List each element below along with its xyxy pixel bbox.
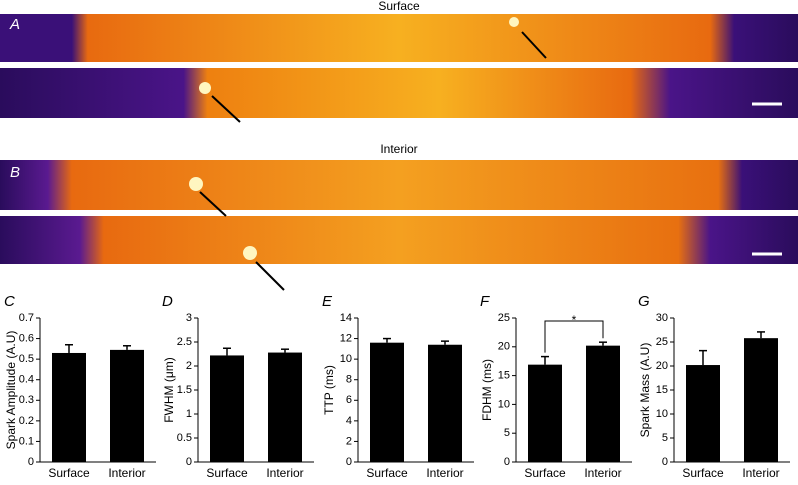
arrow: [199, 191, 227, 217]
significance-bracket: [544, 320, 604, 353]
arrow: [255, 261, 285, 291]
y-axis-label: FDHM (ms): [480, 359, 494, 421]
y-tick-label: 0.3: [19, 394, 34, 406]
spark: [189, 177, 203, 191]
y-tick-label: 0: [28, 456, 34, 468]
y-tick-label: 0.5: [19, 353, 34, 365]
arrow: [211, 95, 241, 123]
y-tick-label: 1: [186, 408, 192, 420]
panel-label: B: [10, 164, 20, 181]
x-tick-label: Interior: [108, 466, 145, 480]
panel-label: C: [4, 293, 15, 310]
y-tick-label: 6: [346, 394, 352, 406]
y-tick-label: 2: [346, 435, 352, 447]
y-tick-label: 20: [656, 360, 668, 372]
bar: [586, 345, 620, 462]
y-tick-label: 0: [346, 456, 352, 468]
y-tick-label: 8: [346, 374, 352, 386]
panel-label: D: [162, 293, 173, 310]
y-tick-label: 10: [656, 408, 668, 420]
panel-label: E: [322, 293, 333, 310]
line-scan-image: [0, 68, 798, 118]
panel-label: A: [9, 16, 20, 33]
y-axis-label: Spark Mass (A.U): [638, 343, 652, 438]
x-tick-label: Surface: [366, 466, 408, 480]
spark: [199, 82, 211, 94]
bar: [744, 338, 778, 462]
bar: [110, 349, 144, 462]
y-tick-label: 0.1: [19, 435, 34, 447]
y-tick-label: 25: [656, 336, 668, 348]
x-tick-label: Surface: [206, 466, 248, 480]
x-tick-label: Surface: [682, 466, 724, 480]
panel-label: G: [638, 293, 650, 310]
y-tick-label: 25: [498, 312, 510, 324]
spark: [243, 246, 257, 260]
y-tick-label: 0.7: [19, 312, 34, 324]
y-tick-label: 0: [662, 456, 668, 468]
y-tick-label: 0: [504, 456, 510, 468]
y-tick-label: 2.5: [177, 336, 192, 348]
y-tick-label: 15: [498, 370, 510, 382]
y-tick-label: 10: [340, 353, 352, 365]
y-axis-label: FWHM (μm): [162, 357, 176, 423]
x-tick-label: Surface: [524, 466, 566, 480]
spark: [509, 17, 519, 27]
y-axis-label: Spark Amplitude (A.U): [4, 331, 18, 450]
y-tick-label: 0: [186, 456, 192, 468]
y-tick-label: 1.5: [177, 384, 192, 396]
y-tick-label: 5: [662, 432, 668, 444]
arrow: [521, 31, 547, 59]
y-tick-label: 10: [498, 398, 510, 410]
y-tick-label: 12: [340, 332, 352, 344]
line-scan-image: [0, 216, 798, 264]
y-tick-label: 14: [340, 312, 352, 324]
panel-title: Surface: [378, 0, 420, 13]
bar: [268, 352, 302, 462]
y-tick-label: 3: [186, 312, 192, 324]
line-scan-image: [0, 160, 798, 210]
line-scan-image: [0, 14, 798, 62]
y-tick-label: 2: [186, 360, 192, 372]
y-tick-label: 4: [346, 415, 352, 427]
x-tick-label: Interior: [426, 466, 463, 480]
y-tick-label: 20: [498, 341, 510, 353]
x-tick-label: Interior: [266, 466, 303, 480]
x-tick-label: Interior: [584, 466, 621, 480]
y-tick-label: 0.5: [177, 432, 192, 444]
significance-label: *: [572, 313, 577, 327]
y-tick-label: 0.2: [19, 415, 34, 427]
y-tick-label: 15: [656, 384, 668, 396]
x-tick-label: Surface: [48, 466, 90, 480]
panel-label: F: [480, 293, 490, 310]
bar: [370, 342, 404, 462]
bar: [686, 365, 720, 462]
bar: [528, 364, 562, 462]
y-axis-label: TTP (ms): [322, 365, 336, 415]
bar: [428, 344, 462, 462]
y-tick-label: 0.4: [19, 374, 34, 386]
x-tick-label: Interior: [742, 466, 779, 480]
y-tick-label: 30: [656, 312, 668, 324]
y-tick-label: 0.6: [19, 332, 34, 344]
bar: [210, 355, 244, 462]
bar: [52, 352, 86, 462]
panel-title: Interior: [380, 142, 417, 156]
y-tick-label: 5: [504, 427, 510, 439]
